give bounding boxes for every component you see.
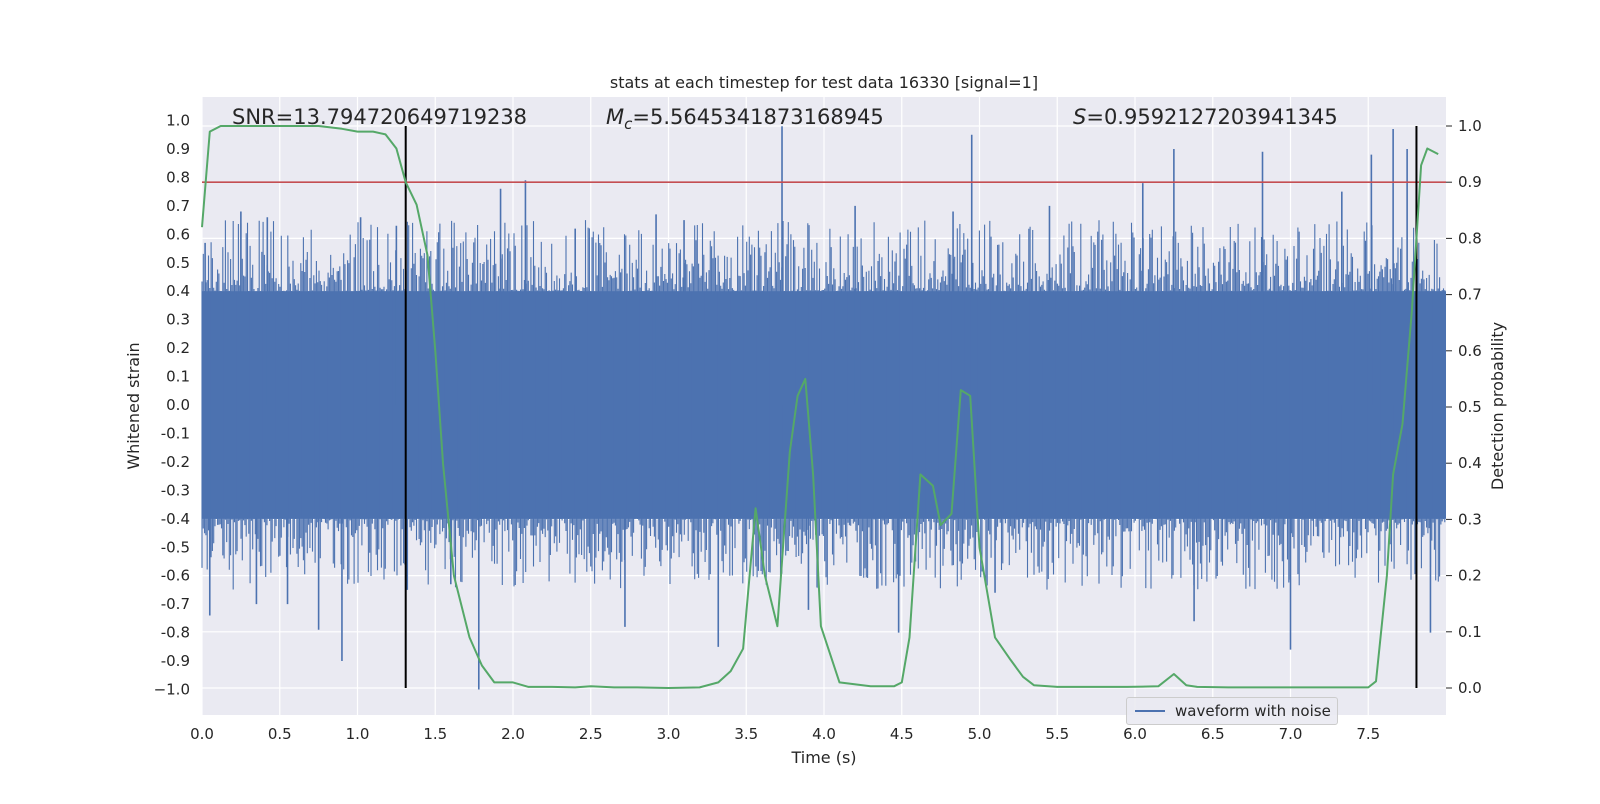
- reference-lines: [202, 126, 1446, 688]
- overlap-symbol: S: [1073, 105, 1086, 129]
- chirp-mass-symbol: M: [606, 105, 624, 129]
- x-tick-label: 1.5: [423, 725, 447, 743]
- y-axis-label-right: Detection probability: [1488, 322, 1507, 490]
- legend-label-waveform: waveform with noise: [1175, 702, 1331, 720]
- y-tick-label: -0.4: [161, 510, 190, 528]
- y-tick-label: 0.4: [166, 282, 190, 300]
- y-tick-label: 0.1: [166, 368, 190, 386]
- x-tick-label: 3.5: [734, 725, 758, 743]
- chirp-mass-annotation: Mc=5.5645341873168945: [606, 105, 884, 133]
- chirp-mass-subscript: c: [624, 115, 633, 133]
- y-tick-label: -0.2: [161, 453, 190, 471]
- y-tick-label: 1.0: [166, 112, 190, 130]
- y-tick-label: 0.3: [166, 311, 190, 329]
- chirp-mass-value: =5.5645341873168945: [632, 105, 883, 129]
- detection-probability-line: [201, 125, 1439, 689]
- x-tick-label: 4.5: [890, 725, 914, 743]
- x-tick-label: 7.0: [1279, 725, 1303, 743]
- y-right-tick-label: 0.0: [1458, 679, 1482, 697]
- y-right-tick-label: 0.7: [1458, 286, 1482, 304]
- series-detection-probability: [201, 125, 1439, 689]
- y-tick-label: -0.6: [161, 567, 190, 585]
- y-right-tick-label: 0.5: [1458, 398, 1482, 416]
- y-tick-label: -0.7: [161, 595, 190, 613]
- y-right-tick-label: 0.4: [1458, 454, 1482, 472]
- y-tick-label: 0.6: [166, 225, 190, 243]
- x-tick-label: 2.5: [579, 725, 603, 743]
- chart-title: stats at each timestep for test data 163…: [610, 73, 1038, 92]
- y-right-tick-label: 0.1: [1458, 623, 1482, 641]
- x-tick-label: 3.0: [657, 725, 681, 743]
- legend: waveform with noise: [1126, 697, 1338, 725]
- y-right-tick-label: 0.2: [1458, 567, 1482, 585]
- overlap-annotation: S=0.9592127203941345: [1073, 105, 1338, 129]
- waveform-noise-trace: [201, 220, 1446, 590]
- x-tick-label: 5.0: [968, 725, 992, 743]
- y-tick-label: −1.0: [154, 681, 190, 699]
- x-tick-label: 0.0: [190, 725, 214, 743]
- y-right-tick-label: 0.8: [1458, 229, 1482, 247]
- y-right-tick-label: 0.9: [1458, 173, 1482, 191]
- x-tick-label: 0.5: [268, 725, 292, 743]
- x-tick-label: 6.5: [1201, 725, 1225, 743]
- x-tick-label: 2.0: [501, 725, 525, 743]
- y-tick-label: 0.7: [166, 197, 190, 215]
- y-axis-label: Whitened strain: [124, 342, 143, 469]
- y-tick-label: -0.3: [161, 481, 190, 499]
- overlap-value: =0.9592127203941345: [1086, 105, 1337, 129]
- y-tick-label: -0.1: [161, 424, 190, 442]
- tick-labels: 0.0 0.5 1.0 1.5 2.0 2.5 3.0 3.5 4.0 4.5 5.0 5.5 6.0 6…: [154, 112, 1482, 744]
- y-tick-label: 0.5: [166, 254, 190, 272]
- x-tick-label: 4.0: [812, 725, 836, 743]
- y-tick-label: 0.0: [166, 396, 190, 414]
- x-tick-label: 1.0: [346, 725, 370, 743]
- y-tick-label: -0.5: [161, 538, 190, 556]
- y-right-tick-label: 1.0: [1458, 117, 1482, 135]
- y-tick-label: 0.2: [166, 339, 190, 357]
- y-right-tick-label: 0.3: [1458, 510, 1482, 528]
- snr-annotation: SNR=13.794720649719238: [232, 105, 527, 129]
- y-tick-label: 0.9: [166, 140, 190, 158]
- waveform-core-band: [202, 291, 1446, 519]
- y-tick-label: -0.9: [161, 652, 190, 670]
- x-tick-label: 5.5: [1045, 725, 1069, 743]
- y-tick-label: -0.8: [161, 624, 190, 642]
- x-tick-label: 6.0: [1123, 725, 1147, 743]
- legend-swatch-waveform: [1135, 710, 1165, 712]
- y-tick-label: 0.8: [166, 168, 190, 186]
- y-right-tick-label: 0.6: [1458, 342, 1482, 360]
- x-axis-label: Time (s): [790, 748, 856, 767]
- series-waveform-with-noise: [201, 126, 1446, 690]
- x-tick-label: 7.5: [1356, 725, 1380, 743]
